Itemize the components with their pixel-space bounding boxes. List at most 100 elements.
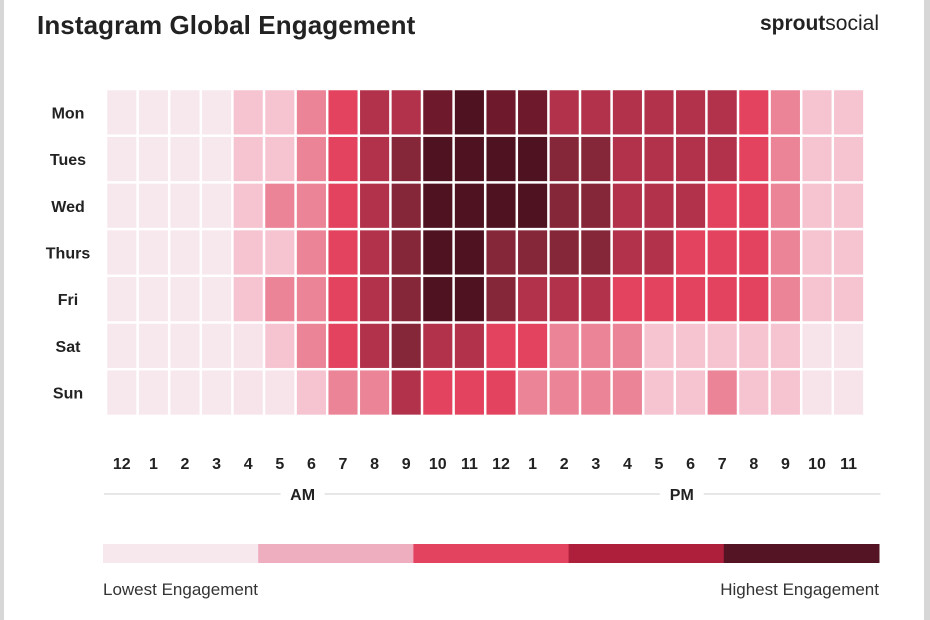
heatmap-cell [202,230,232,275]
legend-swatch [103,544,259,563]
heatmap-cell [612,323,642,368]
heatmap-cell [549,90,579,135]
heatmap-cell [296,230,326,275]
heatmap-cell [170,136,200,182]
brand-logo: sproutsocial [760,12,879,36]
heatmap-cell [233,277,263,322]
hour-tick-label: 8 [370,456,379,473]
heatmap-cell [581,370,611,415]
heatmap-cell [391,323,421,368]
day-label: Tues [50,152,86,169]
heatmap-cell [802,230,832,275]
heatmap-cell [328,136,358,182]
heatmap-cell [518,183,548,228]
heatmap-cell [549,370,579,415]
heatmap-cell [486,230,516,275]
heatmap-cell [612,230,642,275]
heatmap-cell [581,136,611,182]
heatmap-cell [834,277,864,322]
heatmap-cell [739,90,769,135]
legend-low-label: Lowest Engagement [103,580,258,599]
heatmap-cell [107,370,137,415]
heatmap-cell [581,323,611,368]
heatmap-cell [202,136,232,182]
heatmap-cell [739,277,769,322]
day-label: Mon [52,105,85,122]
heatmap-cell [233,370,263,415]
hour-tick-label: 2 [560,456,569,473]
heatmap-cell [612,90,642,135]
hour-tick-label: 5 [275,456,284,473]
hour-tick-label: 4 [244,456,253,473]
heatmap-cell [834,90,864,135]
heatmap-cell [423,370,453,415]
heatmap-cell [265,323,295,368]
hour-tick-label: 10 [429,456,447,473]
heatmap-cell [391,277,421,322]
heatmap-cell [676,277,706,322]
heatmap-cell [770,90,800,135]
heatmap-cell [486,370,516,415]
hour-tick-label: 4 [623,456,632,473]
heatmap-cell [296,90,326,135]
heatmap-cell [802,323,832,368]
heatmap-cell [170,90,200,135]
day-label: Sun [53,386,83,403]
heatmap-cell [170,277,200,322]
heatmap-cell [486,323,516,368]
legend-swatch [258,544,414,563]
hour-tick-label: 7 [339,456,348,473]
heatmap-cell [391,230,421,275]
heatmap-cell [265,230,295,275]
heatmap-cell [296,183,326,228]
heatmap-cell [328,90,358,135]
heatmap-cell [612,370,642,415]
heatmap-cell [107,90,137,135]
heatmap-cell [834,370,864,415]
group-label-pm: PM [670,487,694,504]
heatmap-cell [802,370,832,415]
heatmap-cell [486,183,516,228]
heatmap-cell [676,90,706,135]
heatmap-cell [423,230,453,275]
heatmap-cell [423,136,453,182]
heatmap-cell [676,136,706,182]
legend-high-label: Highest Engagement [720,580,879,599]
heatmap-cell [486,136,516,182]
heatmap-cell [834,136,864,182]
heatmap-cell [202,323,232,368]
heatmap-cell [454,230,484,275]
heatmap-cell [612,136,642,182]
chart-title: Instagram Global Engagement [37,10,416,40]
group-label-am: AM [290,487,315,504]
heatmap-cell [644,370,674,415]
heatmap-cell [391,136,421,182]
heatmap-cell [328,230,358,275]
heatmap-cell [454,183,484,228]
heatmap-cell [138,370,168,415]
heatmap-cell [802,277,832,322]
heatmap-cell [518,230,548,275]
heatmap-cell [770,323,800,368]
heatmap-cell [138,230,168,275]
hour-tick-label: 12 [113,456,131,473]
heatmap-cell [328,277,358,322]
heatmap-cell [454,90,484,135]
heatmap-cell [549,183,579,228]
day-label: Thurs [46,245,91,262]
heatmap-cell [644,136,674,182]
brand-logo-regular: social [825,12,879,35]
heatmap-cell [360,183,390,228]
legend-swatch [723,544,880,563]
heatmap-cell [581,90,611,135]
heatmap-cell [391,183,421,228]
heatmap-cell [328,370,358,415]
heatmap-cell [644,323,674,368]
heatmap-cell [739,323,769,368]
hour-tick-label: 9 [781,456,790,473]
heatmap-cell [802,183,832,228]
heatmap-cell [107,277,137,322]
hour-tick-label: 5 [655,456,664,473]
hour-tick-label: 7 [718,456,727,473]
heatmap-cell [360,136,390,182]
